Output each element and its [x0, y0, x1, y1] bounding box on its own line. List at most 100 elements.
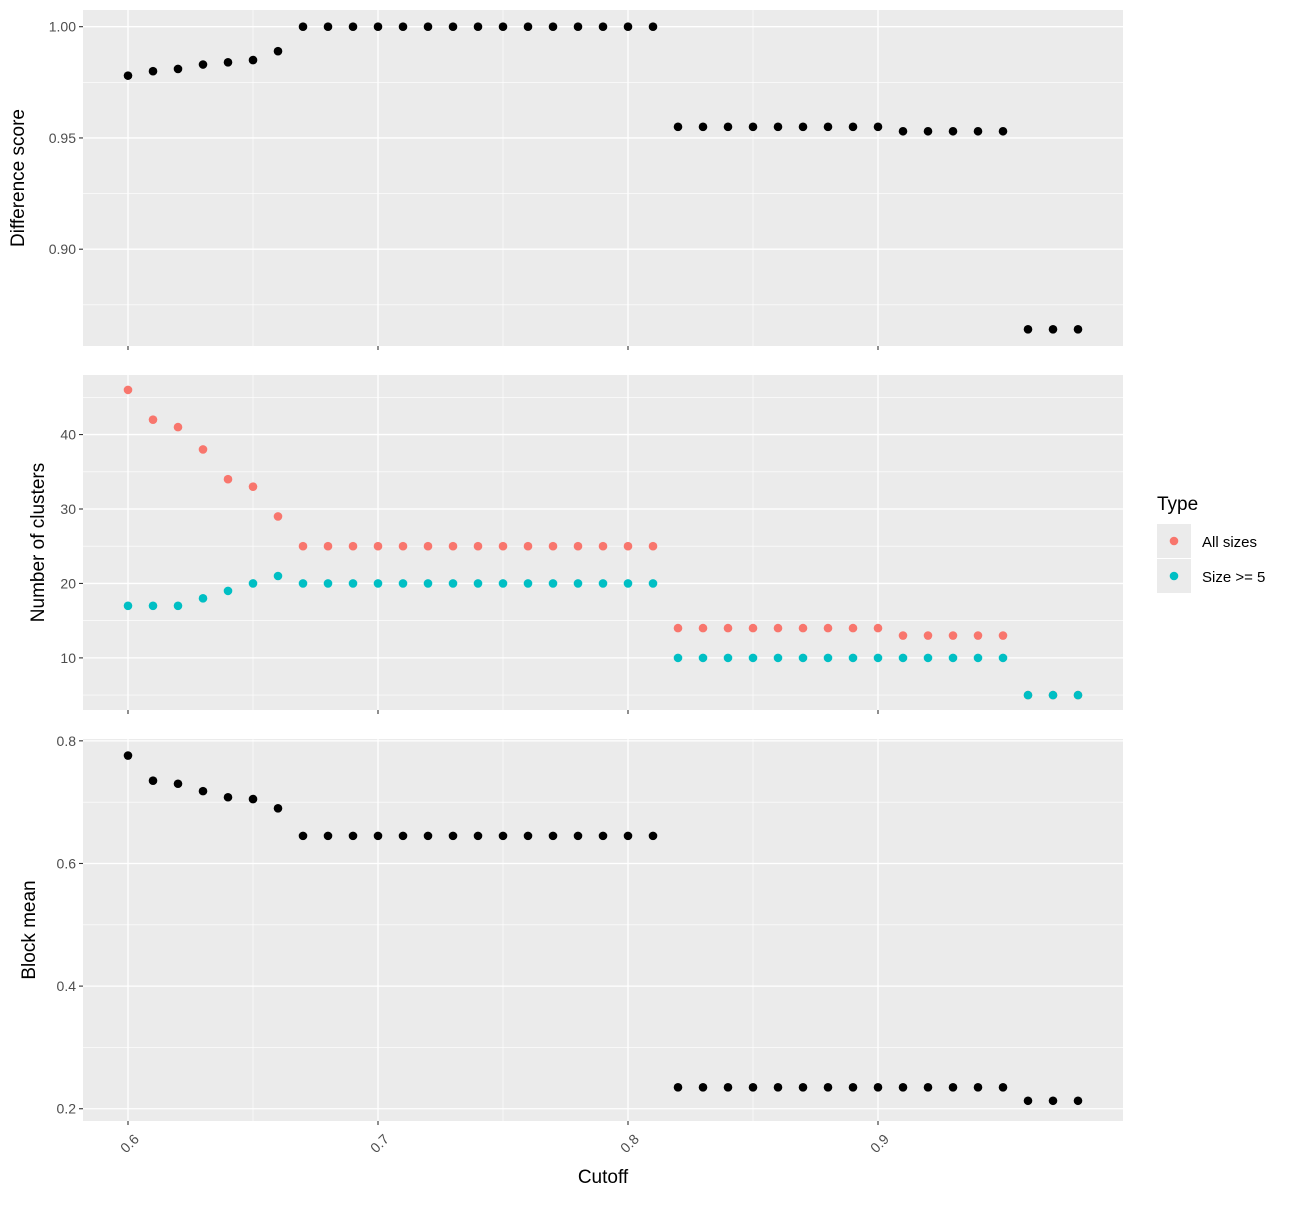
data-point [898, 126, 908, 136]
data-point [998, 1082, 1008, 1092]
data-point [198, 445, 208, 454]
x-tick-label: 0.8 [617, 1131, 642, 1156]
data-point [823, 623, 833, 633]
data-point [573, 22, 583, 31]
data-point [948, 1082, 958, 1092]
data-point [548, 579, 558, 588]
data-point [498, 541, 508, 551]
data-point [973, 653, 983, 663]
data-point [623, 541, 633, 551]
data-point [1023, 690, 1033, 700]
data-point [173, 779, 183, 789]
data-point [273, 46, 283, 56]
data-point [198, 786, 208, 796]
data-point [1048, 1096, 1058, 1106]
data-point [1073, 1096, 1083, 1106]
data-point [823, 122, 833, 132]
data-point [673, 1082, 683, 1092]
data-point [573, 541, 583, 551]
data-point [173, 422, 183, 432]
data-point [648, 579, 658, 588]
data-point [698, 122, 708, 132]
data-point [848, 653, 858, 663]
data-point [1048, 690, 1058, 700]
data-point [748, 653, 758, 663]
data-point [548, 831, 558, 841]
data-point [823, 1082, 833, 1092]
series-2 [123, 571, 1083, 700]
data-point [498, 22, 508, 31]
data-point [373, 541, 383, 551]
data-point [373, 22, 383, 31]
data-point [623, 579, 633, 588]
data-point [423, 22, 433, 31]
data-point [673, 122, 683, 132]
data-point [673, 653, 683, 663]
panel-2: 10 20 30 40 Number of clusters [28, 375, 1123, 714]
data-point [298, 831, 308, 841]
data-point [623, 831, 633, 841]
data-point [923, 631, 933, 640]
y-tick-label: 0.8 [57, 733, 77, 749]
data-point [298, 579, 308, 588]
data-point [423, 541, 433, 551]
data-point [223, 586, 233, 596]
data-point [923, 653, 933, 663]
data-point [398, 541, 408, 551]
series-1 [123, 385, 1083, 700]
data-point [898, 653, 908, 663]
series-1 [123, 22, 1083, 334]
panel-3: 0.2 0.4 0.6 0.8 Block mean [19, 733, 1123, 1125]
data-point [848, 623, 858, 633]
data-point [598, 579, 608, 588]
data-point [898, 1082, 908, 1092]
y-tick-label: 10 [60, 650, 76, 666]
data-point [423, 579, 433, 588]
data-point [523, 831, 533, 841]
data-point [173, 64, 183, 74]
data-point [573, 831, 583, 841]
data-point [998, 126, 1008, 136]
data-point [198, 60, 208, 69]
data-point [423, 831, 433, 841]
data-point [648, 831, 658, 841]
panel-background [83, 10, 1123, 346]
data-point [948, 631, 958, 640]
series-1 [123, 751, 1083, 1106]
data-point [598, 22, 608, 31]
data-point [223, 57, 233, 67]
data-point [273, 512, 283, 521]
data-point [398, 831, 408, 841]
data-point [823, 653, 833, 663]
data-point [923, 1082, 933, 1092]
x-tick-label: 0.6 [117, 1131, 142, 1156]
data-point [273, 571, 283, 581]
data-point [1073, 325, 1083, 334]
data-point [948, 653, 958, 663]
y-tick-label: 1.00 [49, 19, 76, 35]
data-point [698, 623, 708, 633]
data-point [698, 1082, 708, 1092]
data-point [798, 623, 808, 633]
y-tick-label: 40 [60, 427, 76, 443]
legend: Type All sizes Size >= 5 [1157, 494, 1265, 593]
data-point [248, 794, 258, 804]
data-point [298, 541, 308, 551]
data-point [523, 541, 533, 551]
data-point [1023, 1096, 1033, 1106]
data-point [298, 22, 308, 31]
y-tick-label: 0.6 [57, 855, 77, 871]
data-point [448, 579, 458, 588]
data-point [623, 22, 633, 31]
data-point [473, 541, 483, 551]
data-point [1023, 325, 1033, 334]
data-point [123, 751, 133, 760]
y-tick-label: 0.4 [57, 978, 77, 994]
data-point [773, 1082, 783, 1092]
data-point [223, 474, 233, 484]
data-point [148, 66, 158, 76]
legend-title: Type [1157, 494, 1198, 515]
data-point [473, 22, 483, 31]
